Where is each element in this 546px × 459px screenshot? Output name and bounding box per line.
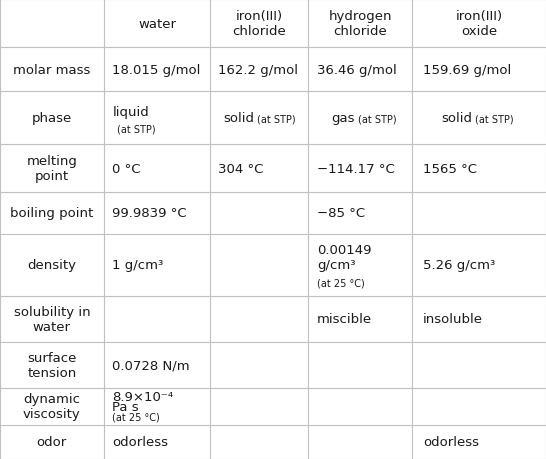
Text: g/cm³: g/cm³	[317, 258, 355, 272]
Text: 36.46 g/mol: 36.46 g/mol	[317, 63, 396, 77]
Text: solid: solid	[441, 112, 472, 125]
Text: odorless: odorless	[112, 435, 168, 448]
Text: (at 25 °C): (at 25 °C)	[112, 412, 160, 421]
Text: 0.00149: 0.00149	[317, 243, 371, 256]
Text: 99.9839 °C: 99.9839 °C	[112, 207, 187, 220]
Text: boiling point: boiling point	[10, 207, 93, 220]
Text: (at 25 °C): (at 25 °C)	[317, 277, 365, 287]
Text: gas: gas	[331, 112, 355, 125]
Text: surface
tension: surface tension	[27, 351, 76, 379]
Text: odorless: odorless	[423, 435, 479, 448]
Text: (at STP): (at STP)	[257, 114, 296, 124]
Text: 5.26 g/cm³: 5.26 g/cm³	[423, 258, 495, 272]
Text: 159.69 g/mol: 159.69 g/mol	[423, 63, 511, 77]
Text: Pa s: Pa s	[112, 400, 139, 413]
Text: molar mass: molar mass	[13, 63, 91, 77]
Text: solid: solid	[223, 112, 254, 125]
Text: water: water	[138, 17, 176, 31]
Text: (at STP): (at STP)	[116, 124, 155, 134]
Text: 1565 °C: 1565 °C	[423, 162, 477, 175]
Text: odor: odor	[37, 435, 67, 448]
Text: 304 °C: 304 °C	[218, 162, 264, 175]
Text: 0.0728 N/m: 0.0728 N/m	[112, 358, 190, 371]
Text: iron(III)
oxide: iron(III) oxide	[455, 10, 503, 38]
Text: (at STP): (at STP)	[358, 114, 396, 124]
Text: iron(III)
chloride: iron(III) chloride	[233, 10, 286, 38]
Text: hydrogen
chloride: hydrogen chloride	[329, 10, 392, 38]
Text: 0 °C: 0 °C	[112, 162, 141, 175]
Text: melting
point: melting point	[26, 155, 78, 183]
Text: solubility in
water: solubility in water	[14, 305, 90, 333]
Text: insoluble: insoluble	[423, 313, 483, 325]
Text: −114.17 °C: −114.17 °C	[317, 162, 395, 175]
Text: density: density	[27, 258, 76, 272]
Text: 1 g/cm³: 1 g/cm³	[112, 258, 163, 272]
Text: dynamic
viscosity: dynamic viscosity	[23, 392, 81, 420]
Text: phase: phase	[32, 112, 72, 125]
Text: 162.2 g/mol: 162.2 g/mol	[218, 63, 298, 77]
Text: 18.015 g/mol: 18.015 g/mol	[112, 63, 200, 77]
Text: 8.9×10⁻⁴: 8.9×10⁻⁴	[112, 391, 174, 403]
Text: (at STP): (at STP)	[475, 114, 514, 124]
Text: −85 °C: −85 °C	[317, 207, 365, 220]
Text: liquid: liquid	[112, 106, 149, 118]
Text: miscible: miscible	[317, 313, 372, 325]
